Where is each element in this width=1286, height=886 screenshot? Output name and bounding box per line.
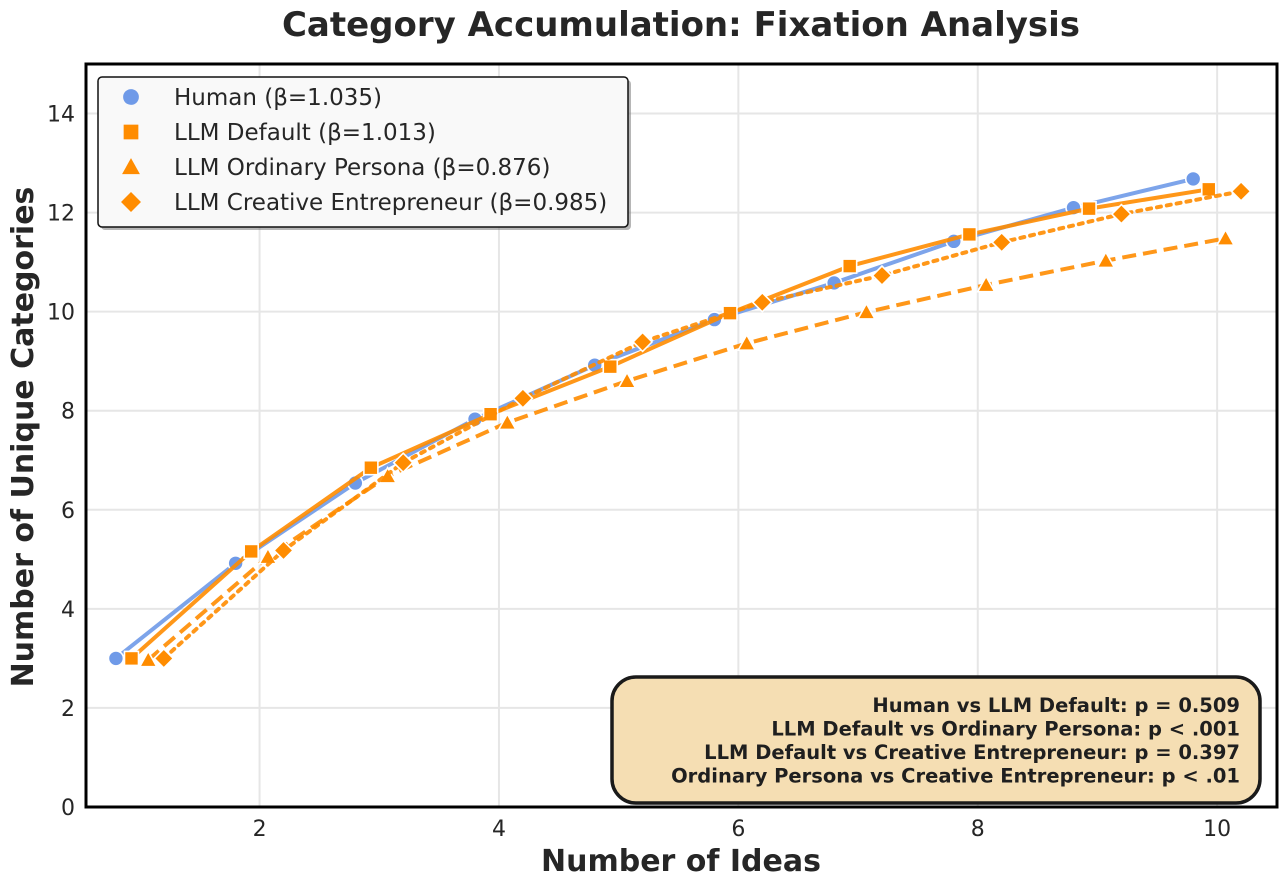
x-axis-label: Number of Ideas bbox=[541, 844, 821, 879]
chart-title: Category Accumulation: Fixation Analysis bbox=[282, 5, 1080, 45]
data-point bbox=[1184, 170, 1202, 188]
data-point bbox=[736, 333, 757, 351]
series-3 bbox=[153, 180, 1252, 670]
data-point bbox=[363, 459, 379, 476]
data-point bbox=[497, 412, 518, 431]
stats-box-background bbox=[610, 675, 1262, 805]
data-point bbox=[841, 258, 858, 274]
x-tick-label: 6 bbox=[731, 817, 745, 842]
y-tick-label: 8 bbox=[61, 400, 75, 425]
series-2 bbox=[138, 228, 1236, 668]
y-axis-label: Number of Unique Categories bbox=[6, 187, 41, 688]
data-point bbox=[392, 452, 414, 474]
data-point bbox=[751, 291, 773, 313]
stats-line: LLM Default vs Creative Entrepreneur: p … bbox=[704, 741, 1240, 764]
series-layer bbox=[107, 170, 1252, 670]
legend-label: Human (β=1.035) bbox=[174, 85, 382, 111]
y-tick-label: 2 bbox=[61, 697, 75, 722]
legend-marker bbox=[123, 124, 139, 140]
series-line bbox=[161, 189, 1244, 661]
data-point bbox=[138, 649, 159, 668]
x-tick-label: 8 bbox=[971, 817, 985, 842]
data-point bbox=[602, 358, 619, 375]
data-point bbox=[961, 226, 978, 243]
data-point bbox=[1081, 200, 1097, 217]
x-tick-label: 4 bbox=[492, 817, 506, 842]
legend-marker bbox=[123, 89, 139, 105]
legend-label: LLM Default (β=1.013) bbox=[174, 120, 436, 146]
data-point bbox=[871, 264, 893, 287]
series-line bbox=[146, 236, 1226, 662]
legend-marker bbox=[121, 192, 141, 212]
data-point bbox=[153, 647, 175, 670]
legend: Human (β=1.035) LLM Default (β=1.013) LLM … bbox=[97, 76, 631, 230]
stats-line: LLM Default vs Ordinary Persona: p < .00… bbox=[771, 718, 1240, 741]
x-tick-label: 2 bbox=[253, 817, 267, 842]
data-point bbox=[976, 274, 996, 293]
data-point bbox=[1095, 250, 1116, 269]
legend-marker bbox=[122, 158, 140, 175]
data-point bbox=[243, 543, 259, 560]
data-point bbox=[1230, 180, 1252, 202]
y-tick-label: 0 bbox=[61, 796, 75, 821]
plot-frame bbox=[84, 62, 1279, 809]
data-point bbox=[991, 231, 1013, 253]
data-point bbox=[1215, 228, 1236, 246]
data-point bbox=[512, 387, 534, 409]
series-0 bbox=[107, 170, 1202, 667]
axis-ticks: 2 4 6 8 10 0 2 4 6 8 10 12 14 bbox=[47, 103, 1231, 842]
series-line bbox=[114, 176, 1194, 660]
legend-label: LLM Ordinary Persona (β=0.876) bbox=[174, 155, 550, 181]
x-tick-label: 10 bbox=[1203, 817, 1231, 842]
y-tick-label: 6 bbox=[61, 499, 75, 524]
data-point bbox=[123, 650, 140, 667]
stats-line: Human vs LLM Default: p = 0.509 bbox=[872, 694, 1240, 717]
data-point bbox=[1200, 181, 1217, 198]
y-tick-label: 10 bbox=[47, 301, 75, 326]
legend-label: LLM Creative Entrepreneur (β=0.985) bbox=[174, 190, 607, 216]
data-point bbox=[856, 302, 877, 320]
data-point bbox=[617, 370, 637, 389]
series-1 bbox=[123, 181, 1217, 667]
data-point bbox=[107, 650, 125, 667]
data-point bbox=[272, 539, 295, 562]
data-point bbox=[1110, 203, 1133, 225]
legend-box bbox=[97, 76, 629, 228]
y-tick-label: 14 bbox=[47, 103, 75, 128]
stats-line: Ordinary Persona vs Creative Entrepreneu… bbox=[671, 765, 1240, 788]
series-line bbox=[130, 187, 1210, 660]
data-point bbox=[631, 331, 654, 353]
y-tick-label: 12 bbox=[47, 202, 75, 227]
y-tick-label: 4 bbox=[61, 598, 75, 623]
